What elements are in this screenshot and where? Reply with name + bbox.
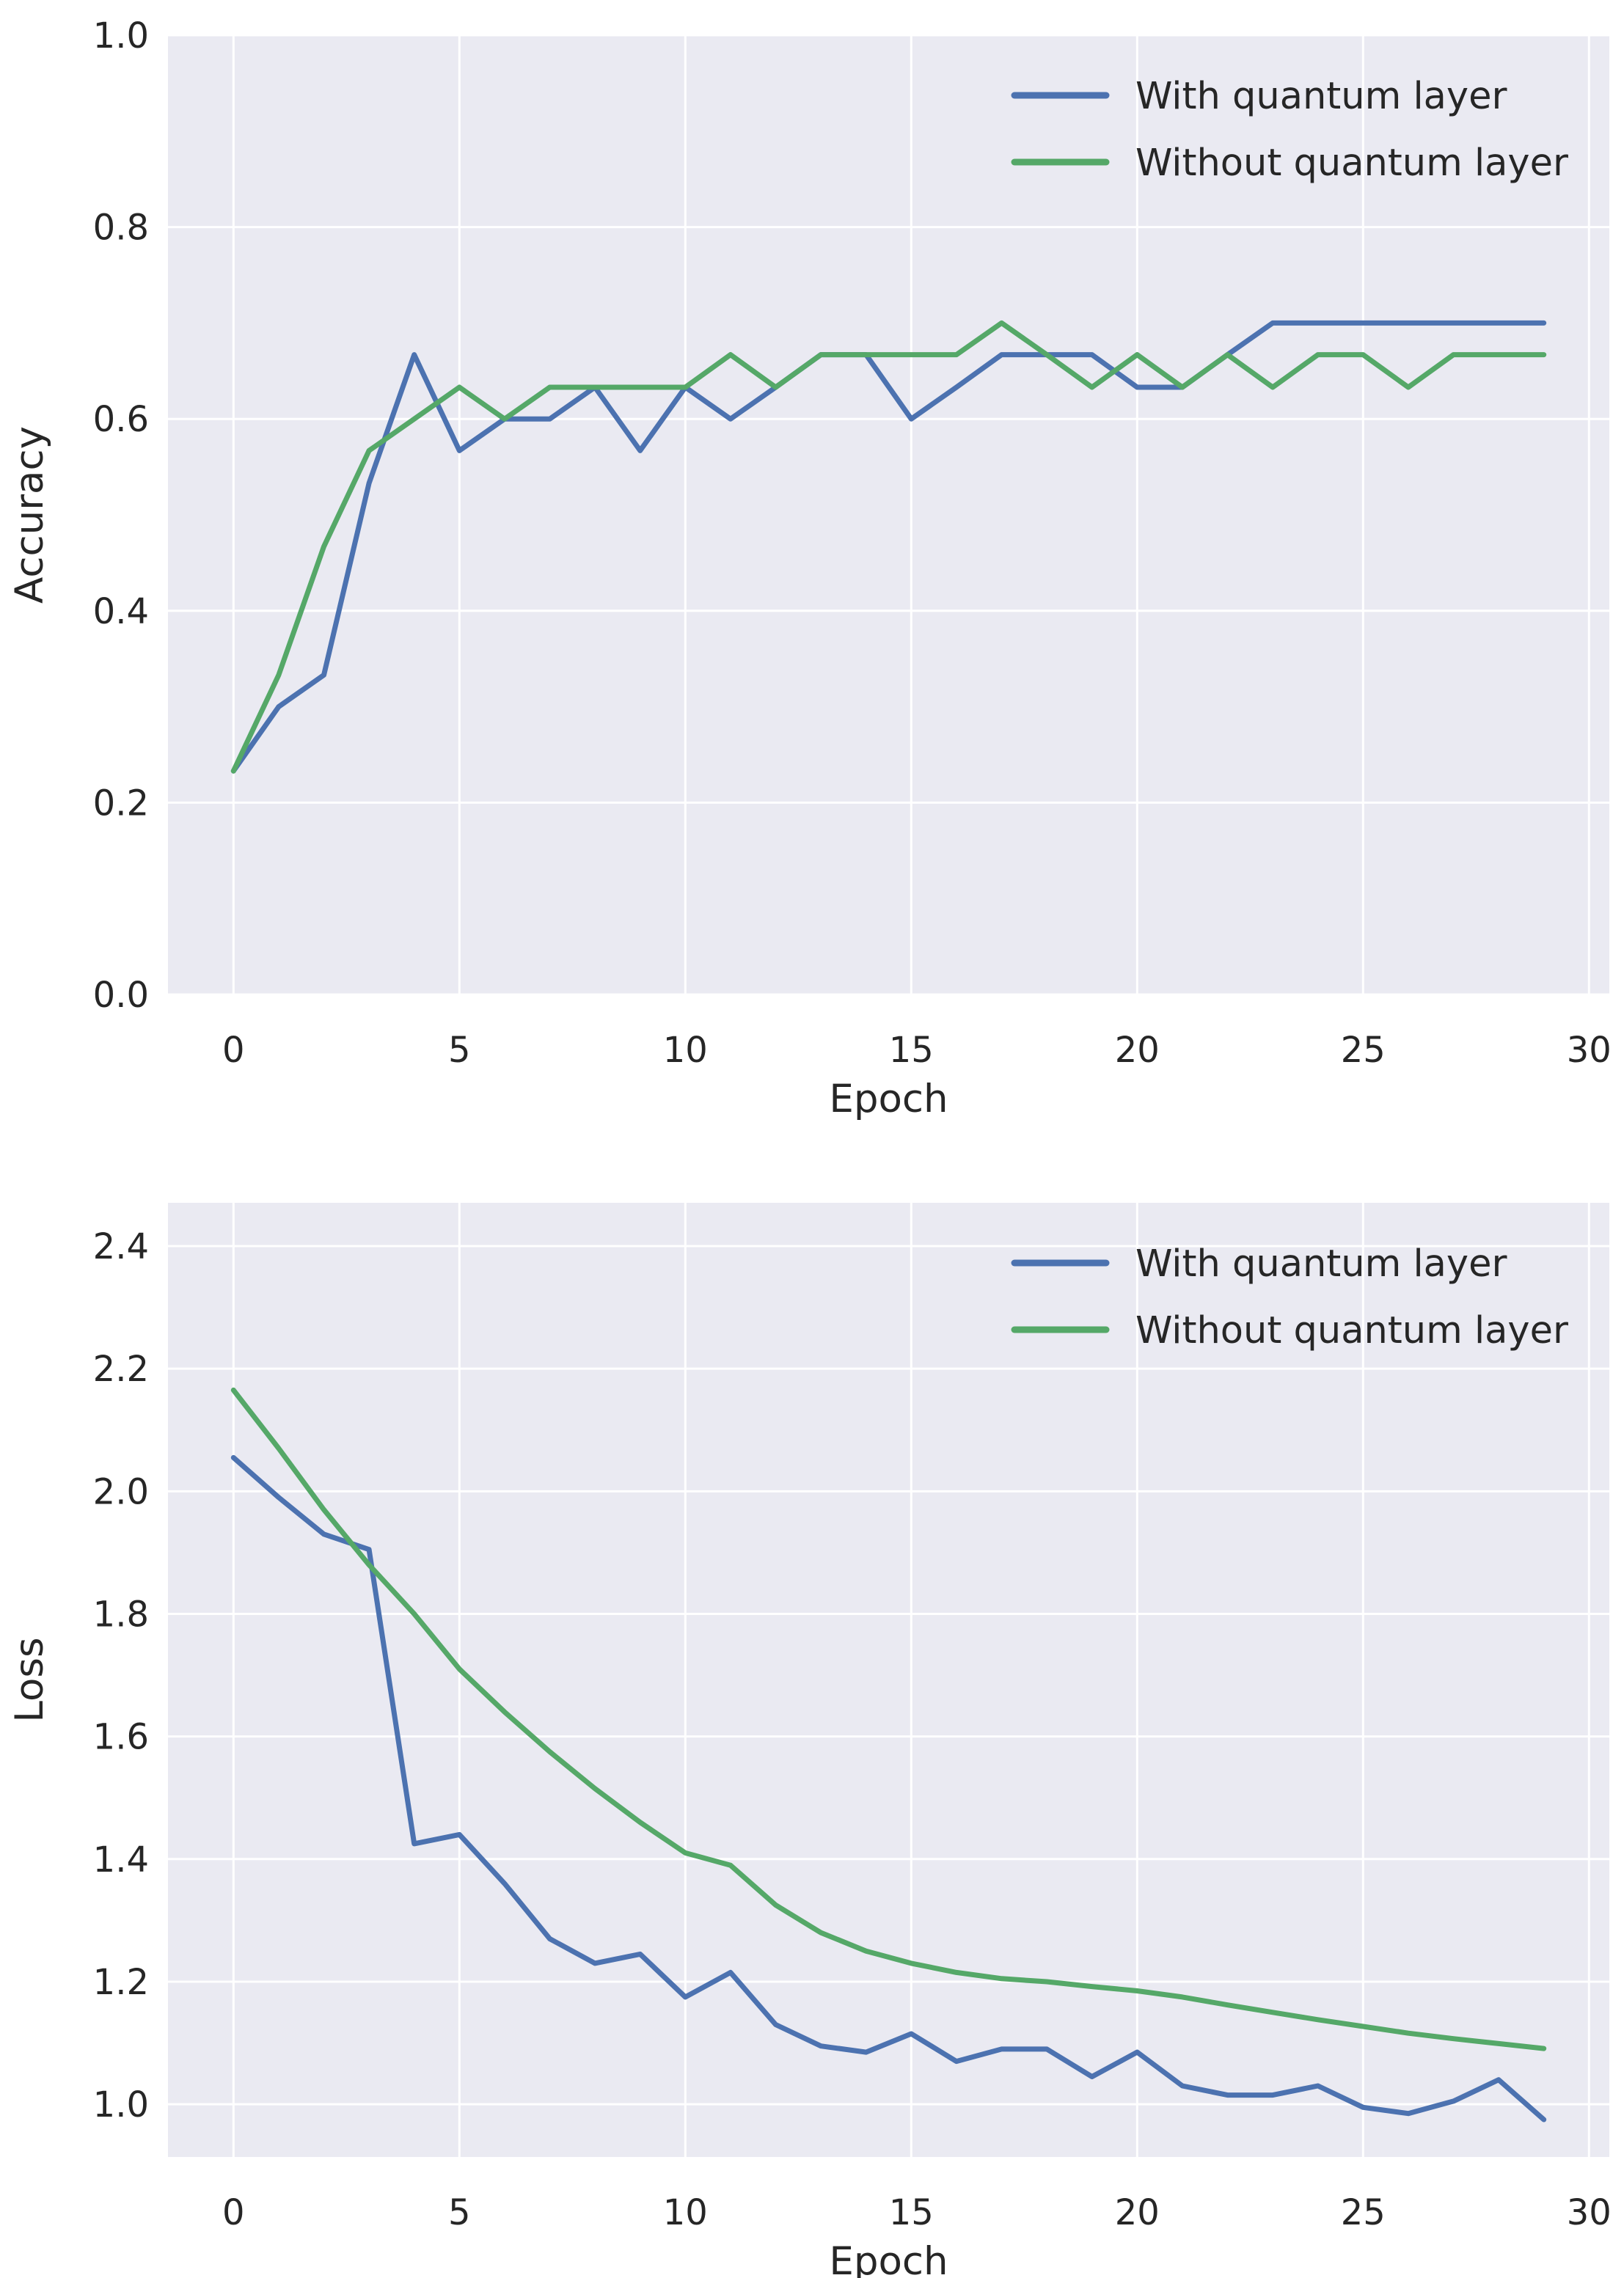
y-tick-label: 1.6 [93, 1717, 149, 1758]
x-tick-label: 10 [663, 2192, 708, 2233]
x-tick-label: 0 [222, 2192, 245, 2233]
y-tick-label: 1.4 [93, 1839, 149, 1880]
x-tick-label: 30 [1567, 2192, 1612, 2233]
y-tick-label: 1.0 [93, 2084, 149, 2125]
y-tick-label: 0.6 [93, 399, 149, 440]
legend-label: With quantum layer [1135, 75, 1507, 118]
legend-label: With quantum layer [1135, 1242, 1507, 1286]
y-tick-labels: 0.0 0.2 0.4 0.6 0.8 1.0 [93, 15, 149, 1016]
x-axis-label: Epoch [829, 1077, 948, 1121]
legend: With quantum layer Without quantum layer [1011, 75, 1568, 185]
legend-label: Without quantum layer [1135, 142, 1568, 185]
x-tick-label: 25 [1341, 2192, 1386, 2233]
x-tick-labels: 0 5 10 15 20 25 30 [222, 1030, 1612, 1071]
y-tick-label: 0.0 [93, 975, 149, 1016]
gridlines [168, 1203, 1609, 2157]
x-tick-label: 15 [889, 1030, 934, 1071]
x-tick-label: 15 [889, 2192, 934, 2233]
x-tick-label: 0 [222, 1030, 245, 1071]
accuracy-chart: 0 5 10 15 20 25 30 0.0 0.2 0.4 0.6 0.8 1.0 Epoch Accur… [7, 15, 1612, 1121]
x-tick-label: 10 [663, 1030, 708, 1071]
y-tick-label: 2.2 [93, 1349, 149, 1390]
x-tick-label: 20 [1115, 2192, 1160, 2233]
x-tick-label: 5 [448, 2192, 471, 2233]
y-axis-label: Loss [7, 1637, 52, 1722]
y-tick-label: 2.0 [93, 1471, 149, 1512]
y-tick-label: 0.8 [93, 208, 149, 249]
plot-area [168, 35, 1609, 995]
series-without-quantum-layer [230, 1387, 1547, 2051]
y-tick-label: 2.4 [93, 1226, 149, 1267]
y-tick-labels: 1.0 1.2 1.4 1.6 1.8 2.0 2.2 2.4 [93, 1226, 149, 2125]
series-with-quantum-layer [230, 320, 1547, 774]
loss-chart: 0 5 10 15 20 25 30 1.0 1.2 1.4 1.6 1.8 2.0 2.2 2.4 Epoc… [7, 1203, 1612, 2278]
x-tick-labels: 0 5 10 15 20 25 30 [222, 2192, 1612, 2233]
plot-area [168, 1203, 1609, 2157]
y-tick-label: 1.0 [93, 15, 149, 56]
y-tick-label: 0.2 [93, 783, 149, 824]
x-tick-label: 25 [1341, 1030, 1386, 1071]
x-tick-label: 30 [1567, 1030, 1612, 1071]
gridlines [168, 34, 1609, 996]
series-without-quantum-layer [230, 320, 1547, 774]
x-axis-label: Epoch [829, 2239, 948, 2278]
y-axis-label: Accuracy [7, 426, 52, 604]
legend: With quantum layer Without quantum layer [1011, 1242, 1568, 1352]
x-tick-label: 20 [1115, 1030, 1160, 1071]
legend-label: Without quantum layer [1135, 1309, 1568, 1352]
y-tick-label: 0.4 [93, 591, 149, 632]
series-with-quantum-layer [230, 1454, 1547, 2123]
x-tick-label: 5 [448, 1030, 471, 1071]
y-tick-label: 1.8 [93, 1594, 149, 1635]
y-tick-label: 1.2 [93, 1962, 149, 2003]
